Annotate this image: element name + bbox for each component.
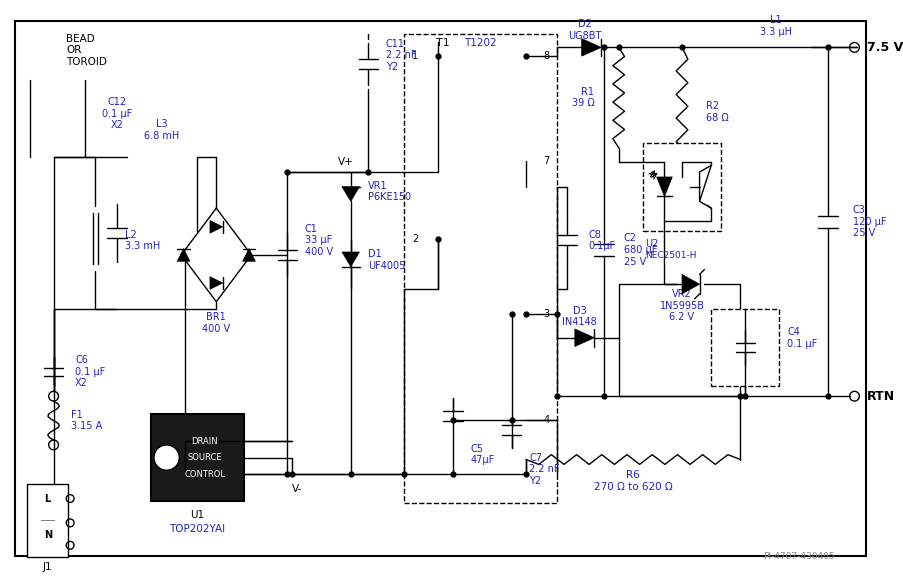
Text: BR1
400 V: BR1 400 V [202, 312, 230, 334]
Text: D3
IN4148: D3 IN4148 [562, 306, 597, 327]
Text: T1: T1 [436, 38, 450, 49]
Text: V-: V- [292, 484, 302, 494]
Text: L3
6.8 mH: L3 6.8 mH [144, 119, 179, 141]
Text: L1
3.3 μH: L1 3.3 μH [759, 15, 791, 36]
Text: C2
680 μF
25 V: C2 680 μF 25 V [623, 233, 656, 267]
Text: VR1
P6KE150: VR1 P6KE150 [368, 181, 411, 203]
Text: C12
0.1 μF
X2: C12 0.1 μF X2 [102, 97, 132, 130]
Text: C7
2.2 nF
Y2: C7 2.2 nF Y2 [528, 453, 559, 486]
Text: J1: J1 [42, 562, 52, 571]
Text: 3: 3 [543, 309, 549, 320]
Text: C8
0.1μF: C8 0.1μF [588, 229, 615, 251]
Text: 4: 4 [543, 415, 549, 424]
Bar [711, 309, 778, 386]
Text: D2
UG8BT: D2 UG8BT [567, 19, 600, 41]
Text: U2: U2 [644, 239, 657, 249]
Bar [642, 143, 721, 230]
Polygon shape [177, 248, 190, 261]
Text: C5
47μF: C5 47μF [470, 444, 494, 466]
Text: R1
39 Ω: R1 39 Ω [571, 87, 593, 108]
Text: F1
3.15 A: F1 3.15 A [71, 410, 102, 431]
Polygon shape [581, 39, 600, 56]
Text: 7.5 V: 7.5 V [866, 41, 902, 54]
Text: C6
0.1 μF
X2: C6 0.1 μF X2 [75, 356, 105, 389]
Polygon shape [656, 177, 672, 196]
Text: 8: 8 [543, 51, 549, 61]
Text: R6
270 Ω to 620 Ω: R6 270 Ω to 620 Ω [593, 470, 672, 492]
Text: NEC2501-H: NEC2501-H [644, 251, 695, 261]
Text: CONTROL: CONTROL [184, 470, 225, 479]
Text: DRAIN: DRAIN [191, 437, 218, 445]
Polygon shape [209, 277, 222, 290]
Text: C11
2.2 nF
Y2: C11 2.2 nF Y2 [386, 39, 416, 72]
Text: RTN: RTN [866, 390, 894, 403]
Text: 1: 1 [412, 51, 418, 61]
Text: SOURCE: SOURCE [187, 453, 221, 462]
Text: ――: ―― [41, 517, 55, 523]
Polygon shape [574, 329, 593, 346]
Text: 7: 7 [543, 156, 549, 166]
Text: U1: U1 [190, 510, 204, 520]
Polygon shape [209, 221, 222, 233]
Bar [27, 484, 68, 557]
Polygon shape [341, 252, 359, 266]
Text: R2
68 Ω: R2 68 Ω [705, 101, 729, 123]
Bar [151, 414, 243, 501]
Text: VR2
1N5995B
6.2 V: VR2 1N5995B 6.2 V [659, 289, 703, 322]
Text: BEAD
OR
TOROID: BEAD OR TOROID [66, 34, 107, 67]
Polygon shape [242, 248, 255, 261]
Text: L: L [44, 493, 51, 504]
Text: C4
0.1 μF: C4 0.1 μF [787, 327, 816, 349]
Text: C3
120 μF
25 V: C3 120 μF 25 V [852, 205, 885, 239]
Bar [404, 34, 556, 503]
Polygon shape [341, 186, 359, 201]
Text: L2
3.3 mH: L2 3.3 mH [125, 229, 160, 251]
Text: PI-4707-430405: PI-4707-430405 [762, 552, 833, 562]
Text: N: N [43, 530, 51, 540]
Text: 2: 2 [412, 234, 418, 244]
Text: D1
UF4005: D1 UF4005 [368, 249, 405, 270]
Circle shape [154, 445, 179, 470]
Polygon shape [681, 274, 699, 294]
Text: T1202: T1202 [463, 38, 496, 49]
Text: C1
33 μF
400 V: C1 33 μF 400 V [304, 223, 332, 257]
Text: TOP202YAI: TOP202YAI [169, 524, 225, 534]
Text: V+: V+ [338, 157, 353, 167]
